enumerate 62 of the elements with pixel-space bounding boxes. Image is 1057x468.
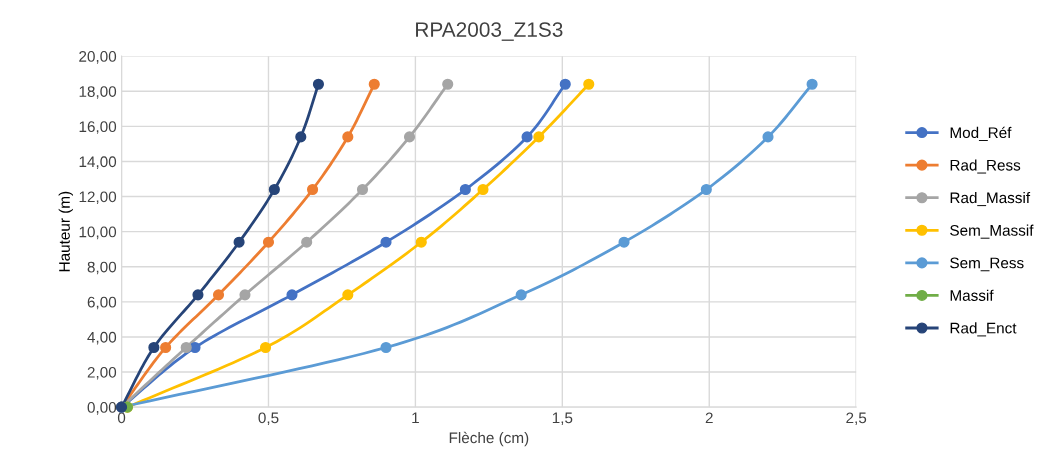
y-tick-label: 12,00 <box>79 191 117 205</box>
x-tick-label: 2,5 <box>846 412 867 426</box>
y-tick-label: 10,00 <box>79 226 117 240</box>
point <box>239 289 251 301</box>
x-tick-label: 0 <box>117 412 126 424</box>
point <box>380 236 392 248</box>
point <box>180 341 192 354</box>
chart-title: RPA2003_Z1S3 <box>416 22 563 41</box>
point <box>459 183 471 196</box>
point <box>262 236 275 248</box>
point <box>533 131 545 143</box>
point <box>192 289 204 301</box>
y-tick-label: 18,00 <box>79 86 117 99</box>
point <box>268 183 280 196</box>
x-axis-title: Flèche (cm) <box>449 431 529 447</box>
legend-label: Rad_Ress <box>950 159 1021 174</box>
point <box>342 289 354 301</box>
legend-label: Rad_Enct <box>950 322 1017 337</box>
y-tick-label: 8,00 <box>87 261 117 275</box>
point <box>148 341 160 354</box>
point <box>380 341 392 354</box>
y-tick-label: 20,00 <box>79 51 117 64</box>
x-tick-label: 1 <box>412 412 419 424</box>
x-tick-label: 0,5 <box>258 412 279 426</box>
point <box>259 341 272 354</box>
point <box>559 78 571 90</box>
y-tick-label: 6,00 <box>87 296 117 310</box>
point <box>368 78 380 90</box>
point <box>342 131 354 143</box>
point <box>583 78 595 90</box>
point <box>618 236 630 248</box>
point <box>295 131 307 143</box>
point <box>415 236 427 248</box>
point <box>301 236 313 248</box>
x-tick-label: 1,5 <box>552 412 573 426</box>
point <box>515 289 527 301</box>
point <box>700 183 712 196</box>
y-tick-label: 4,00 <box>87 331 117 345</box>
legend-label: Massif <box>950 289 994 301</box>
legend-label: Sem_Massif <box>950 224 1034 239</box>
point <box>477 183 489 196</box>
legend-label: Rad_Massif <box>950 191 1031 207</box>
legend-label: Mod_Réf <box>950 126 1012 141</box>
y-tick-label: 0,00 <box>87 402 117 415</box>
point <box>442 78 454 90</box>
point <box>356 183 369 196</box>
point <box>762 131 774 143</box>
point <box>212 289 225 301</box>
point <box>306 183 319 196</box>
x-tick-label: 2 <box>705 412 713 424</box>
y-tick-label: 2,00 <box>87 366 117 380</box>
point <box>312 78 324 90</box>
point <box>806 78 818 90</box>
point <box>160 341 172 354</box>
point <box>403 131 416 143</box>
point <box>286 289 298 301</box>
point <box>233 236 245 248</box>
y-axis-title: Hauteur (m) <box>58 191 73 272</box>
y-tick-label: 14,00 <box>79 156 117 169</box>
y-tick-label: 16,00 <box>79 121 117 134</box>
point <box>521 131 533 143</box>
legend-label: Sem_Ress <box>950 257 1024 272</box>
